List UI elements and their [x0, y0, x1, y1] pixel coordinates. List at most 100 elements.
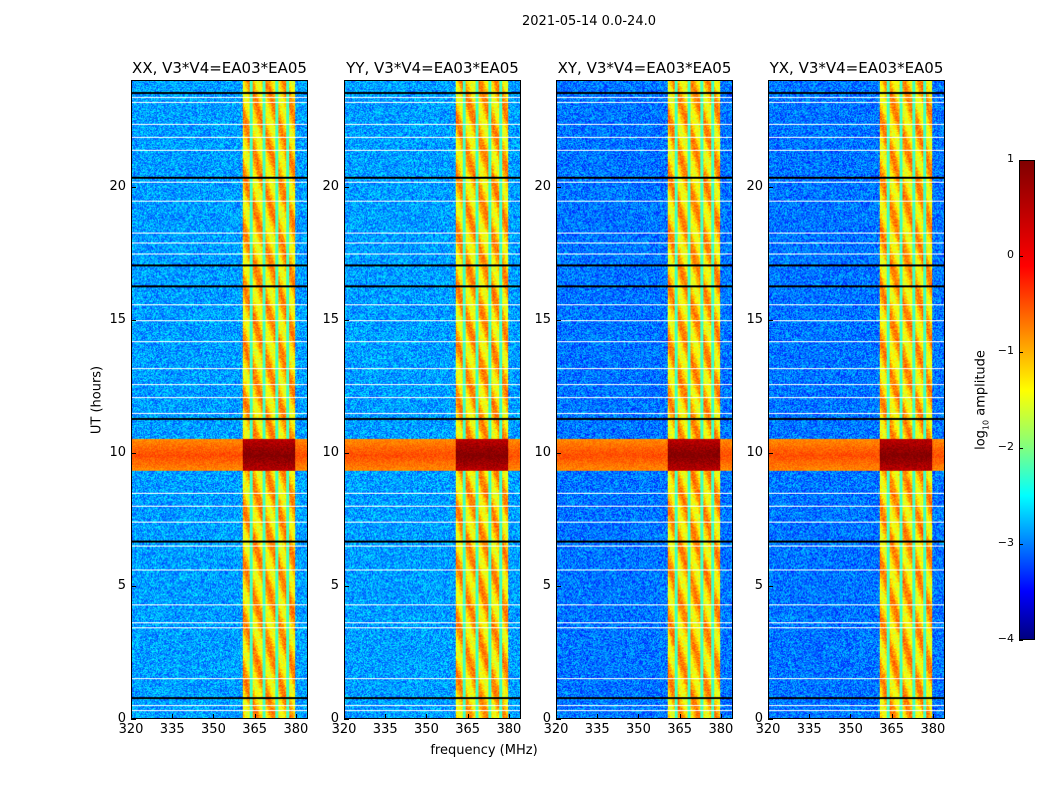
- x-tick-label: 350: [414, 722, 439, 737]
- y-tick-label: 0: [330, 711, 339, 726]
- y-tick-mark: [344, 719, 349, 720]
- x-tick-label: 380: [283, 722, 309, 737]
- y-tick-label: 5: [542, 577, 551, 593]
- x-tick-mark: [850, 714, 852, 719]
- y-tick-mark: [768, 319, 773, 321]
- y-tick-label: 10: [534, 444, 551, 460]
- x-tick-mark: [932, 714, 934, 719]
- heatmap-cells: [345, 81, 520, 718]
- x-tick-mark: [809, 714, 811, 719]
- colorbar-tick-label: 0: [1007, 248, 1014, 261]
- y-tick-mark: [768, 186, 773, 188]
- panel-title: YX, V3*V4=EA03*EA05: [769, 59, 944, 77]
- x-tick-label: 365: [879, 722, 905, 737]
- y-tick-mark: [556, 319, 561, 321]
- colorbar-tick-label: −1: [997, 344, 1014, 357]
- y-tick-mark: [131, 585, 136, 587]
- x-tick-mark: [254, 714, 256, 719]
- y-tick-label: 20: [322, 178, 339, 194]
- colorbar-tick-label: −3: [997, 536, 1014, 549]
- y-tick-mark: [768, 719, 773, 720]
- x-tick-label: 365: [667, 722, 693, 737]
- x-tick-label: 380: [920, 722, 946, 737]
- x-tick-mark: [295, 714, 297, 719]
- x-tick-label: 320: [331, 722, 357, 737]
- colorbar-tick-mark: [1019, 352, 1023, 353]
- y-tick-label: 15: [746, 311, 763, 327]
- colorbar-tick-mark: [1019, 256, 1023, 257]
- colorbar-tick-label: −2: [997, 440, 1014, 453]
- x-tick-label: 350: [201, 722, 226, 737]
- y-tick-mark: [344, 319, 349, 321]
- x-tick-label: 335: [159, 722, 185, 737]
- y-tick-label: 0: [117, 711, 126, 726]
- panel-title: XX, V3*V4=EA03*EA05: [132, 59, 307, 77]
- x-tick-label: 365: [242, 722, 268, 737]
- x-tick-mark: [556, 714, 557, 719]
- x-tick-mark: [508, 714, 510, 719]
- spectrogram-panel: [768, 80, 945, 719]
- colorbar: [1019, 160, 1035, 640]
- y-tick-label: 15: [534, 311, 551, 327]
- y-tick-label: 20: [109, 178, 126, 194]
- y-tick-label: 5: [330, 577, 339, 593]
- y-tick-label: 15: [109, 311, 126, 327]
- y-tick-mark: [556, 585, 561, 587]
- y-tick-label: 5: [117, 577, 126, 593]
- x-tick-label: 335: [372, 722, 398, 737]
- x-tick-label: 335: [796, 722, 822, 737]
- x-tick-mark: [131, 714, 132, 719]
- y-tick-mark: [344, 585, 349, 587]
- panel-title: XY, V3*V4=EA03*EA05: [557, 59, 732, 77]
- y-tick-mark: [131, 452, 136, 454]
- x-tick-mark: [172, 714, 174, 719]
- x-tick-mark: [638, 714, 640, 719]
- colorbar-tick-mark: [1019, 160, 1023, 161]
- y-tick-mark: [768, 452, 773, 454]
- y-tick-label: 15: [322, 311, 339, 327]
- figure-title: 2021-05-14 0.0-24.0: [522, 14, 656, 29]
- y-tick-mark: [131, 186, 136, 188]
- x-tick-mark: [213, 714, 215, 719]
- x-tick-mark: [385, 714, 387, 719]
- y-tick-label: 0: [542, 711, 551, 726]
- x-tick-label: 350: [838, 722, 863, 737]
- heatmap-cells: [557, 81, 732, 718]
- spectrogram-panel: [344, 80, 521, 719]
- y-tick-label: 10: [746, 444, 763, 460]
- x-tick-mark: [768, 714, 769, 719]
- y-tick-mark: [556, 186, 561, 188]
- y-tick-label: 20: [534, 178, 551, 194]
- x-tick-mark: [891, 714, 893, 719]
- heatmap-cells: [132, 81, 307, 718]
- x-axis-label: frequency (MHz): [430, 743, 538, 758]
- x-tick-mark: [679, 714, 681, 719]
- colorbar-tick-label: 1: [1007, 152, 1014, 165]
- x-tick-label: 365: [455, 722, 481, 737]
- colorbar-label: log10 amplitude: [973, 350, 991, 450]
- x-tick-label: 380: [708, 722, 734, 737]
- y-tick-label: 10: [322, 444, 339, 460]
- x-tick-label: 320: [543, 722, 569, 737]
- x-tick-label: 335: [584, 722, 610, 737]
- colorbar-tick-mark: [1019, 640, 1023, 641]
- x-tick-mark: [344, 714, 345, 719]
- spectrogram-panel: [556, 80, 733, 719]
- y-tick-mark: [131, 319, 136, 321]
- heatmap-cells: [769, 81, 944, 718]
- x-tick-label: 350: [626, 722, 651, 737]
- y-tick-label: 10: [109, 444, 126, 460]
- y-tick-mark: [344, 186, 349, 188]
- y-tick-label: 5: [754, 577, 763, 593]
- y-tick-mark: [768, 585, 773, 587]
- x-tick-mark: [597, 714, 599, 719]
- y-tick-label: 0: [754, 711, 763, 726]
- y-tick-label: 20: [746, 178, 763, 194]
- colorbar-tick-label: −4: [997, 632, 1014, 645]
- spectrogram-panel: [131, 80, 308, 719]
- x-tick-mark: [720, 714, 722, 719]
- x-tick-label: 320: [118, 722, 144, 737]
- x-tick-mark: [467, 714, 469, 719]
- y-tick-mark: [131, 719, 136, 720]
